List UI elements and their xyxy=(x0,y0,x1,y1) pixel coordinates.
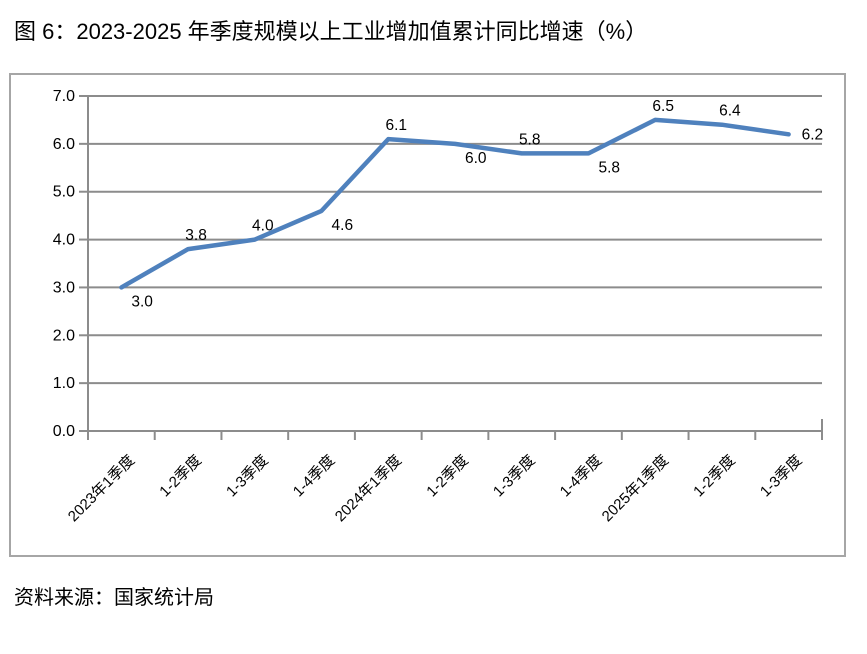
data-label: 5.8 xyxy=(598,159,620,176)
x-tick-label: 1-3季度 xyxy=(223,451,272,500)
y-tick-label: 4.0 xyxy=(53,231,75,248)
y-tick-label: 6.0 xyxy=(53,135,75,152)
figure-block: 图 6：2023-2025 年季度规模以上工业增加值累计同比增速（%） 0.0 1… xyxy=(0,18,867,610)
y-tick-label: 7.0 xyxy=(53,88,75,105)
x-tick-label: 1-3季度 xyxy=(490,451,539,500)
x-tick-label: 1-2季度 xyxy=(423,451,472,500)
figure-title: 图 6：2023-2025 年季度规模以上工业增加值累计同比增速（%） xyxy=(14,19,648,44)
x-tick-label: 1-4季度 xyxy=(290,451,339,500)
source-note: 资料来源：国家统计局 xyxy=(14,586,214,609)
data-label: 6.5 xyxy=(652,98,674,115)
data-label: 3.8 xyxy=(185,227,207,244)
y-tick-label: 1.0 xyxy=(53,375,75,392)
x-tick-label: 1-4季度 xyxy=(557,451,606,500)
x-tick-label: 1-3季度 xyxy=(757,451,806,500)
y-tick-label: 5.0 xyxy=(53,183,75,200)
x-tick-label: 2025年1季度 xyxy=(599,451,672,524)
data-label: 4.6 xyxy=(332,216,354,233)
x-tick-label: 1-2季度 xyxy=(156,451,205,500)
chart-frame: 0.0 1.0 2.0 3.0 4.0 5.0 6.0 7.0 3.0 3.8 4.0 4.6 6.1 6… xyxy=(9,72,846,557)
data-label: 6.0 xyxy=(465,149,487,166)
y-tick-label: 0.0 xyxy=(53,423,75,440)
data-label: 6.1 xyxy=(385,117,407,134)
data-label: 4.0 xyxy=(252,217,274,234)
x-tick-label: 2023年1季度 xyxy=(65,451,138,524)
data-label: 6.2 xyxy=(802,126,824,143)
y-tick-label: 3.0 xyxy=(53,279,75,296)
data-label: 3.0 xyxy=(131,293,153,310)
data-label: 5.8 xyxy=(519,131,541,148)
data-label: 6.4 xyxy=(719,102,741,119)
y-tick-label: 2.0 xyxy=(53,327,75,344)
x-tick-label: 2024年1季度 xyxy=(332,451,405,524)
line-chart: 0.0 1.0 2.0 3.0 4.0 5.0 6.0 7.0 3.0 3.8 4.0 4.6 6.1 6… xyxy=(53,88,824,525)
x-tick-label: 1-2季度 xyxy=(690,451,739,500)
data-series-line xyxy=(119,117,791,290)
